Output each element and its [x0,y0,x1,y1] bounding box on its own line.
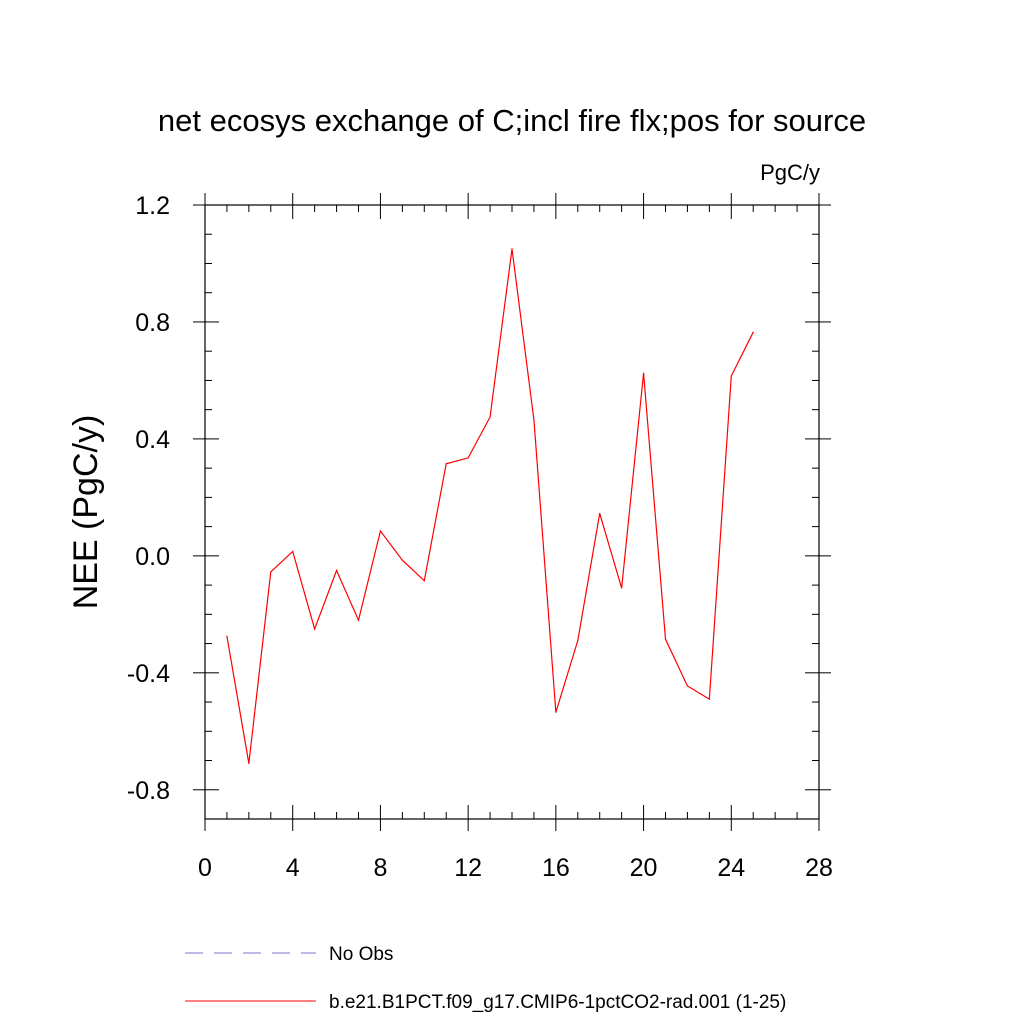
x-tick-label: 16 [542,854,570,882]
data-point [599,512,601,515]
x-tick-label: 8 [373,854,387,882]
x-tick-label: 20 [630,854,658,882]
data-point [445,463,447,465]
plot-frame [204,204,820,820]
x-tick-label: 0 [198,854,212,882]
units-label: PgC/y [760,160,820,185]
data-point [511,248,513,250]
data-point [621,587,623,589]
data-point [686,685,689,687]
y-tick-label: -0.8 [127,777,170,805]
data-point [401,559,403,561]
data-point [555,711,557,713]
data-point [423,580,425,582]
legend-label-1: b.e21.B1PCT.f09_g17.CMIP6-1pctCO2-rad.00… [329,992,786,1013]
x-tick-label: 24 [717,854,745,882]
series-line-1 [226,248,754,764]
y-tick-label: 0.0 [135,543,170,571]
data-point [467,457,469,459]
data-point [664,638,667,640]
x-tick-label: 28 [805,854,833,882]
legend-label-0: No Obs [329,944,393,965]
data-point [226,635,228,637]
data-point [577,640,579,642]
data-point [270,571,272,573]
y-tick-label: 0.4 [135,426,170,454]
data-point [752,331,754,333]
y-axis-label: NEE (PgC/y) [67,415,105,610]
data-point [248,762,250,765]
data-point [730,375,732,377]
data-point [292,550,294,553]
data-point [533,419,535,421]
data-point [314,628,316,630]
legend: No Obs b.e21.B1PCT.f09_g17.CMIP6-1pctCO2-… [185,944,786,1013]
series-layer [226,248,754,765]
y-tick-label: 0.8 [135,309,170,337]
chart-title: net ecosys exchange of C;incl fire flx;p… [158,103,866,138]
data-point [379,530,382,532]
x-tick-label: 4 [286,854,300,882]
data-point [335,569,338,572]
data-point [642,372,645,374]
ticks-layer: 0 4 8 12 16 20 24 28 1.2 0.8 0.4 0.0 -0.4 -0.8 [127,192,833,882]
data-point [489,416,491,418]
x-tick-label: 12 [454,854,482,882]
y-tick-label: 1.2 [135,192,170,220]
y-tick-label: -0.4 [127,660,170,688]
data-point [357,619,360,621]
data-point [708,698,710,700]
